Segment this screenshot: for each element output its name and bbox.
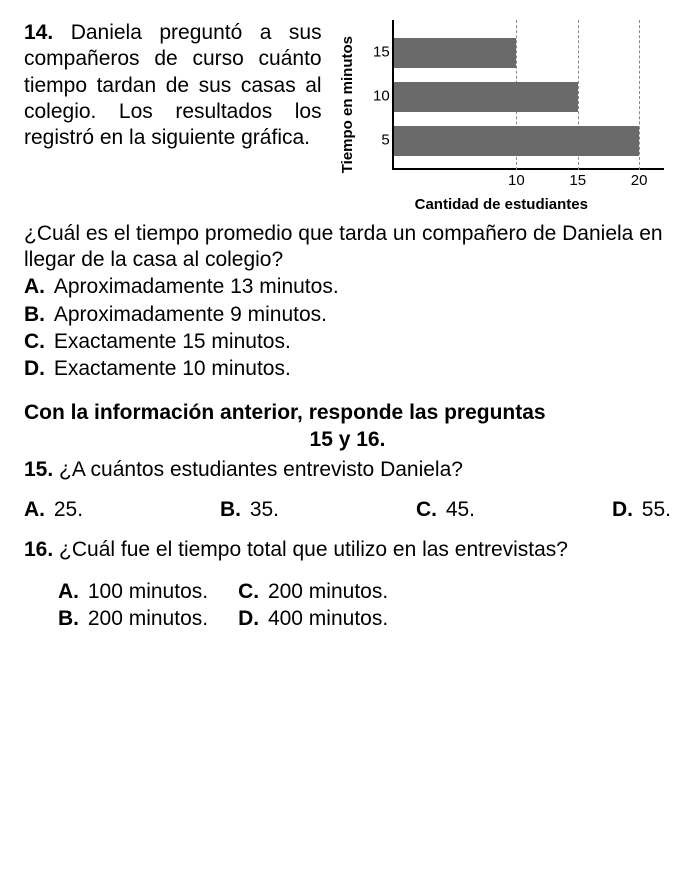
x-tick: 20 — [631, 172, 648, 191]
opt-letter: C. — [24, 329, 48, 355]
y-tick: 10 — [362, 88, 390, 107]
q16-number: 16. — [24, 538, 53, 561]
opt-text: Exactamente 15 minutos. — [54, 330, 291, 353]
opt-text: 100 minutos. — [88, 580, 208, 603]
x-tick: 15 — [569, 172, 586, 191]
chart-bar — [394, 126, 639, 156]
q14-subquestion: ¿Cuál es el tiempo promedio que tarda un… — [24, 221, 671, 274]
chart-ylabel: Tiempo en minutos — [339, 36, 358, 173]
q15-number: 15. — [24, 458, 53, 481]
bars-area: 10152015105 — [394, 20, 664, 170]
q14-text: Daniela preguntó a sus compañeros de cur… — [24, 21, 322, 149]
q15-opt-b: B. 35. — [220, 497, 279, 523]
grid-line — [639, 20, 640, 170]
opt-letter: A. — [58, 579, 82, 605]
q15-opt-d: D. 55. — [612, 497, 671, 523]
opt-letter: B. — [220, 497, 244, 523]
q14-opt-a: A. Aproximadamente 13 minutos. — [24, 274, 671, 300]
q14-prompt: 14. Daniela preguntó a sus compañeros de… — [24, 20, 322, 151]
opt-text: 55. — [642, 498, 671, 521]
opt-letter: A. — [24, 497, 48, 523]
chart-inner: Tiempo en minutos 10 15 20 15 10 5 — [339, 20, 664, 190]
q16-opt-b: B. 200 minutos. — [58, 606, 208, 632]
q14-opt-d: D. Exactamente 10 minutos. — [24, 356, 671, 382]
opt-text: Exactamente 10 minutos. — [54, 357, 291, 380]
opt-text: 45. — [446, 498, 475, 521]
q16-col2: C. 200 minutos. D. 400 minutos. — [238, 578, 388, 634]
opt-letter: C. — [238, 579, 262, 605]
chart-bar — [394, 38, 517, 68]
opt-letter: A. — [24, 274, 48, 300]
q15-options: A. 25. B. 35. C. 45. D. 55. — [24, 497, 671, 523]
q16-opt-d: D. 400 minutos. — [238, 606, 388, 632]
question-16: 16. ¿Cuál fue el tiempo total que utiliz… — [24, 537, 671, 563]
q16-text: ¿Cuál fue el tiempo total que utilizo en… — [59, 538, 568, 561]
q14-number: 14. — [24, 21, 53, 44]
question-14-row: 14. Daniela preguntó a sus compañeros de… — [24, 20, 671, 215]
opt-text: Aproximadamente 9 minutos. — [54, 303, 327, 326]
y-tick: 5 — [362, 132, 390, 151]
opt-letter: C. — [416, 497, 440, 523]
opt-text: Aproximadamente 13 minutos. — [54, 275, 339, 298]
q16-options: A. 100 minutos. B. 200 minutos. C. 200 m… — [58, 578, 671, 634]
opt-letter: D. — [238, 606, 262, 632]
opt-text: 25. — [54, 498, 83, 521]
opt-text: 200 minutos. — [268, 580, 388, 603]
q16-opt-c: C. 200 minutos. — [238, 579, 388, 605]
q16-opt-a: A. 100 minutos. — [58, 579, 208, 605]
opt-letter: D. — [612, 497, 636, 523]
instr-line1: Con la información anterior, responde la… — [24, 400, 671, 426]
opt-letter: D. — [24, 356, 48, 382]
q15-opt-a: A. 25. — [24, 497, 83, 523]
q14-opt-c: C. Exactamente 15 minutos. — [24, 329, 671, 355]
q14-options: A. Aproximadamente 13 minutos. B. Aproxi… — [24, 274, 671, 382]
opt-letter: B. — [58, 606, 82, 632]
chart-bar — [394, 82, 578, 112]
q14-opt-b: B. Aproximadamente 9 minutos. — [24, 302, 671, 328]
opt-text: 200 minutos. — [88, 607, 208, 630]
y-tick: 15 — [362, 44, 390, 63]
q16-col1: A. 100 minutos. B. 200 minutos. — [58, 578, 208, 634]
x-tick: 10 — [508, 172, 525, 191]
q15-opt-c: C. 45. — [416, 497, 475, 523]
opt-text: 400 minutos. — [268, 607, 388, 630]
q14-chart: Tiempo en minutos 10 15 20 15 10 5 Cantidad d… — [332, 20, 671, 215]
question-15: 15. ¿A cuántos estudiantes entrevisto Da… — [24, 457, 671, 483]
section-instruction: Con la información anterior, responde la… — [24, 400, 671, 453]
chart-xlabel: Cantidad de estudiantes — [415, 196, 588, 215]
instr-line2: 15 y 16. — [24, 427, 671, 453]
q15-text: ¿A cuántos estudiantes entrevisto Daniel… — [59, 458, 463, 481]
chart-plot: 10 15 20 15 10 5 — [362, 20, 664, 190]
opt-text: 35. — [250, 498, 279, 521]
opt-letter: B. — [24, 302, 48, 328]
